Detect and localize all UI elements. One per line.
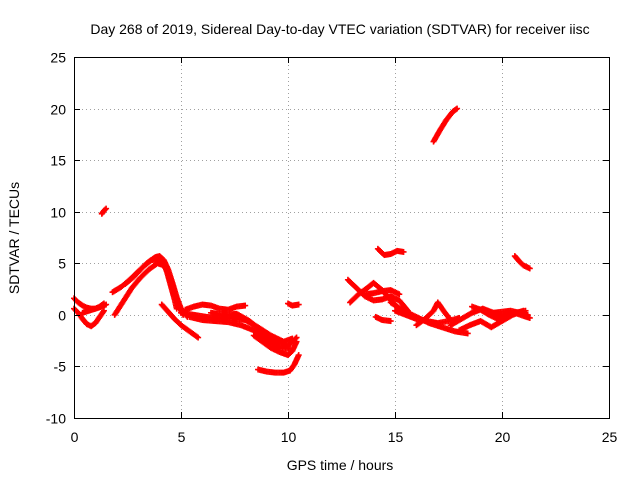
data-point [464, 330, 471, 337]
y-tick-label: -5 [54, 359, 67, 375]
y-tick-label: -10 [46, 411, 66, 427]
data-point [295, 352, 302, 359]
y-tick-label: 20 [50, 102, 66, 118]
y-axis-label: SDTVAR / TECUs [6, 182, 22, 294]
y-tick-label: 10 [50, 205, 66, 221]
data-point [447, 317, 454, 324]
data-point-interp [446, 315, 453, 322]
data-point [454, 105, 461, 112]
data-point [293, 338, 300, 345]
x-tick-label: 15 [388, 429, 404, 445]
data-point [195, 334, 202, 341]
data-point [526, 314, 533, 321]
x-tick-label: 5 [178, 429, 186, 445]
data-point [396, 291, 403, 298]
data-point [103, 205, 110, 212]
chart-title: Day 268 of 2019, Sidereal Day-to-day VTE… [90, 21, 589, 37]
x-tick-label: 20 [495, 429, 511, 445]
y-tick-label: 15 [50, 153, 66, 169]
x-tick-label: 10 [281, 429, 297, 445]
data-point [526, 265, 533, 272]
data-point [524, 311, 531, 318]
data-points [71, 105, 533, 376]
data-point [242, 302, 249, 309]
y-tick-label: 0 [58, 308, 66, 324]
data-point [387, 318, 394, 325]
data-point [173, 305, 180, 312]
x-axis-label: GPS time / hours [287, 457, 394, 473]
x-tick-label: 0 [71, 429, 79, 445]
data-point [103, 301, 110, 308]
y-tick-label: 5 [58, 256, 66, 272]
data-point-interp [102, 206, 109, 213]
plot-frame [74, 57, 610, 419]
data-point [295, 301, 302, 308]
axis-ticks: 0 5 10 15 20 25 -10 -5 0 5 10 15 20 25 [46, 50, 618, 446]
y-tick-label: 25 [50, 50, 66, 66]
x-tick-label: 25 [602, 429, 618, 445]
data-point [400, 248, 407, 255]
